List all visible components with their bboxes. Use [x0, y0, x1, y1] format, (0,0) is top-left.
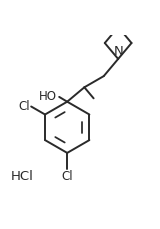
- Text: Cl: Cl: [61, 171, 73, 183]
- Text: HO: HO: [39, 90, 57, 103]
- Text: HCl: HCl: [11, 170, 34, 183]
- Text: Cl: Cl: [18, 100, 30, 113]
- Text: N: N: [113, 45, 123, 58]
